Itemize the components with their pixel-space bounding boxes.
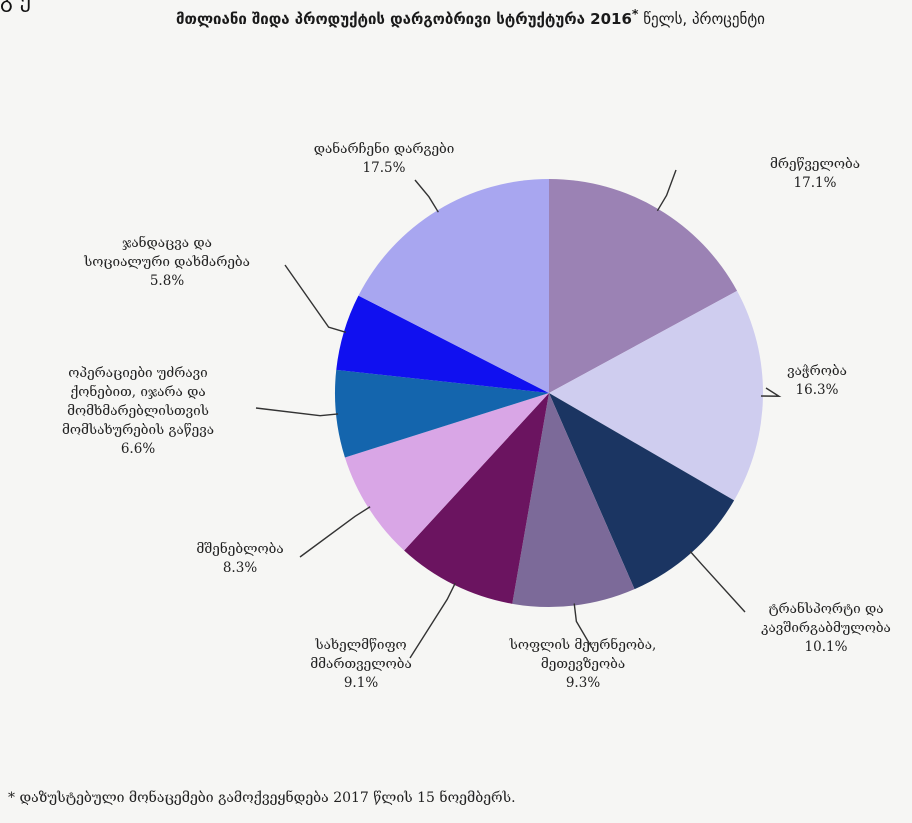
- slice-value-label: 6.6%: [40, 440, 236, 459]
- slice-label: ოპერაციები უძრავი ქონებით, იჯარა და მომხმა…: [40, 364, 236, 459]
- slice-label-text: მეთევზეობა: [488, 655, 678, 674]
- leader-line: [690, 551, 745, 612]
- slice-label: მშენებლობა 8.3%: [180, 540, 300, 578]
- slice-label-text: ვაჭრობა: [762, 362, 872, 381]
- leader-line: [300, 507, 370, 557]
- slice-label: ჯანდაცვა და სოციალური დახმარება 5.8%: [52, 234, 282, 291]
- slice-label: სახელმწიფო მმართველობა 9.1%: [286, 636, 436, 693]
- slice-label-text: მრეწველობა: [740, 155, 890, 174]
- slice-label-text: ჯანდაცვა და: [52, 234, 282, 253]
- leader-line: [285, 265, 346, 332]
- slice-value-label: 16.3%: [762, 381, 872, 400]
- slice-value-label: 8.3%: [180, 559, 300, 578]
- slice-value-label: 17.5%: [284, 159, 484, 178]
- leader-line: [415, 180, 438, 212]
- slice-value-label: 9.1%: [286, 674, 436, 693]
- slice-label-text: სოციალური დახმარება: [52, 253, 282, 272]
- leader-line: [256, 408, 338, 416]
- slice-label-text: სახელმწიფო: [286, 636, 436, 655]
- slice-label-text: მმართველობა: [286, 655, 436, 674]
- slice-value-label: 10.1%: [738, 638, 912, 657]
- slice-label-text: სოფლის მეურნეობა,: [488, 636, 678, 655]
- slice-label-text: მომსახურების გაწევა: [40, 421, 236, 440]
- slice-label-text: ქონებით, იჯარა და: [40, 383, 236, 402]
- slice-label: მრეწველობა 17.1%: [740, 155, 890, 193]
- slice-label-text: კავშირგაბმულობა: [738, 619, 912, 638]
- slice-label-text: მშენებლობა: [180, 540, 300, 559]
- slice-value-label: 9.3%: [488, 674, 678, 693]
- slice-label-text: მომხმარებლისთვის: [40, 402, 236, 421]
- slice-label-text: ოპერაციები უძრავი: [40, 364, 236, 383]
- leader-line: [657, 170, 676, 211]
- slice-label-text: ტრანსპორტი და: [738, 600, 912, 619]
- slice-label: ტრანსპორტი და კავშირგაბმულობა 10.1%: [738, 600, 912, 657]
- slice-value-label: 17.1%: [740, 174, 890, 193]
- slice-label: ვაჭრობა 16.3%: [762, 362, 872, 400]
- slice-value-label: 5.8%: [52, 272, 282, 291]
- slice-label-text: დანარჩენი დარგები: [284, 140, 484, 159]
- slice-label: სოფლის მეურნეობა, მეთევზეობა 9.3%: [488, 636, 678, 693]
- footnote: * დაზუსტებული მონაცემები გამოქვეყნდება 2…: [8, 790, 516, 806]
- slice-label: დანარჩენი დარგები 17.5%: [284, 140, 484, 178]
